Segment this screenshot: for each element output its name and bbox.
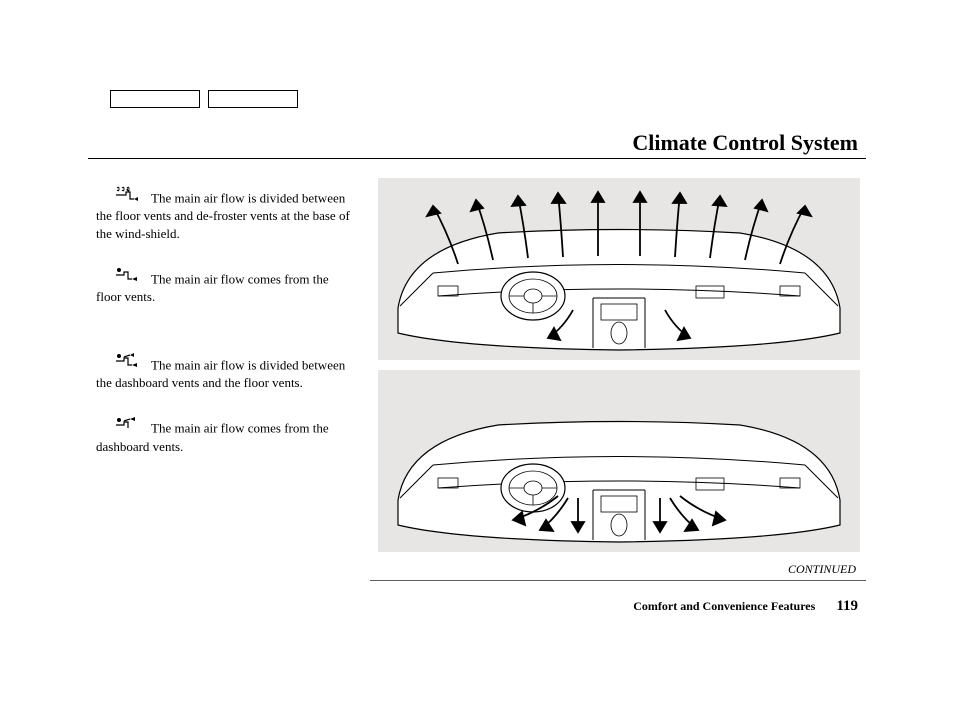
- page-number: 119: [836, 598, 858, 614]
- page-wrapper: Climate Control System The main air flow…: [0, 0, 954, 710]
- chapter-name: Comfort and Convenience Features: [633, 599, 815, 613]
- nav-box-2[interactable]: [208, 90, 298, 108]
- dash-mode-icon: [114, 415, 140, 436]
- dash-floor-mode-icon: [114, 352, 140, 373]
- paragraph-mode-floor-defrost: The main air flow is divided between the…: [96, 185, 351, 242]
- footer-rule: [370, 580, 866, 581]
- floor-defrost-mode-icon: [114, 185, 140, 206]
- continued-label: CONTINUED: [788, 562, 856, 577]
- body-text-column: The main air flow is divided between the…: [96, 185, 351, 479]
- nav-link-boxes: [110, 90, 298, 108]
- paragraph-mode-floor: The main air flow comes from the floor v…: [96, 266, 351, 306]
- paragraph-mode-dash-floor: The main air flow is divided between the…: [96, 352, 351, 392]
- diagram-floor: [378, 370, 860, 552]
- section-title: Climate Control System: [632, 130, 858, 156]
- diagram-defrost-floor: [378, 178, 860, 360]
- floor-mode-icon: [114, 266, 140, 287]
- diagram-column: [378, 178, 860, 562]
- title-rule: [88, 158, 866, 159]
- nav-box-1[interactable]: [110, 90, 200, 108]
- paragraph-mode-dash: The main air flow comes from the dashboa…: [96, 415, 351, 455]
- page-footer: Comfort and Convenience Features 119: [633, 598, 858, 615]
